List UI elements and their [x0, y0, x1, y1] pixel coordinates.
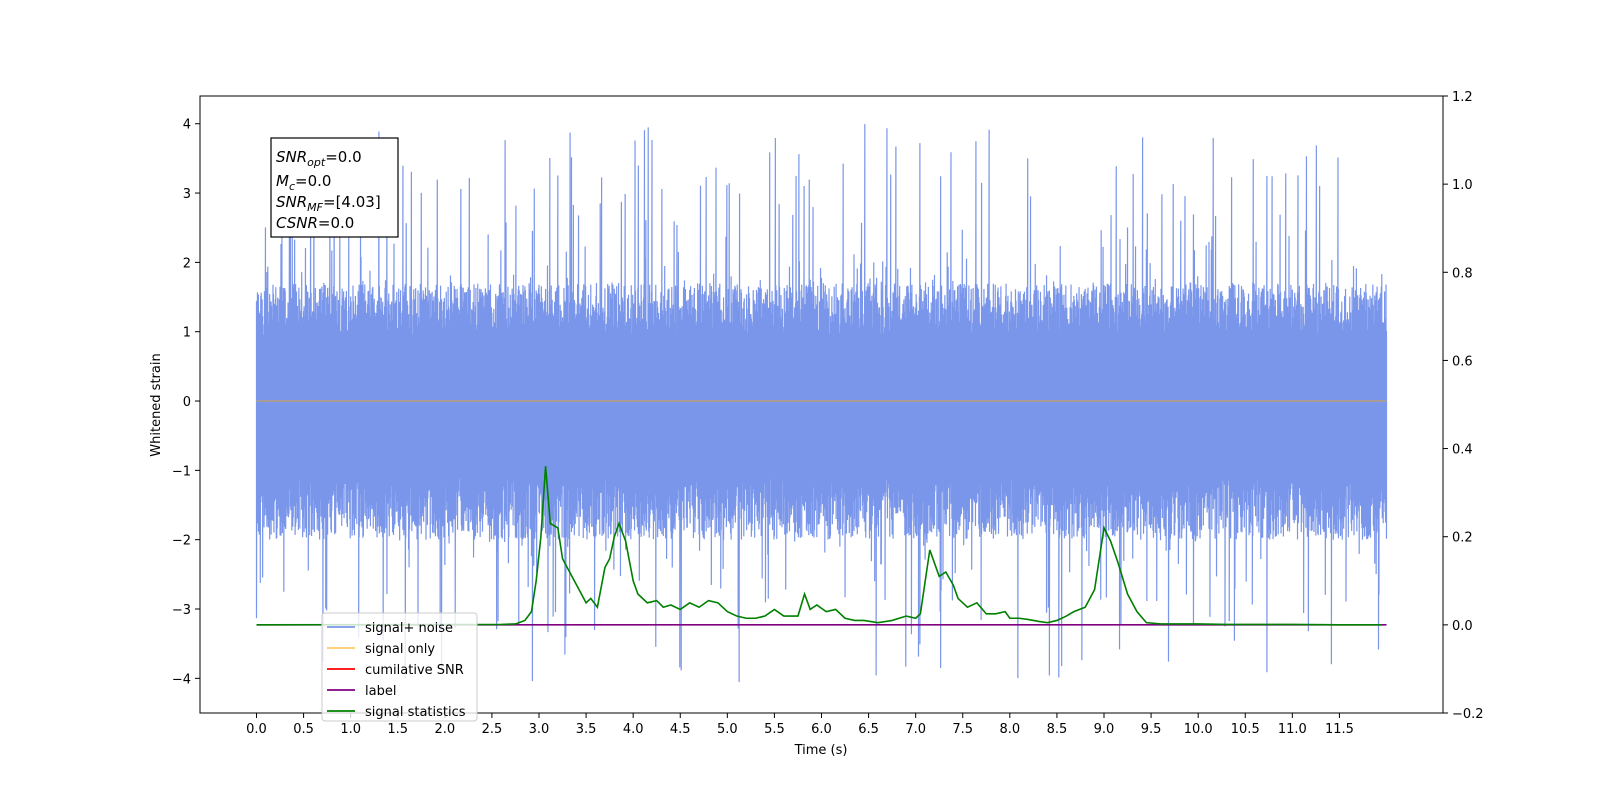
- y-axis-right: −0.2 0.0 0.2 0.4 0.6 0.8 1.0 1.2: [1443, 90, 1484, 722]
- x-tick-label: 10.0: [1184, 722, 1213, 737]
- y-tick-label: −1: [172, 464, 191, 479]
- y-axis-left: −4 −3 −2 −1 0 1 2 3 4: [172, 118, 200, 687]
- legend-frame: [321, 612, 478, 722]
- y2-tick-label: 0.0: [1452, 619, 1473, 634]
- y-tick-label: 3: [183, 187, 191, 202]
- x-tick-label: 11.5: [1325, 722, 1354, 737]
- svg-text:CSNR=0.0: CSNR=0.0: [276, 214, 354, 232]
- svg-text:Mc=0.0: Mc=0.0: [276, 172, 331, 193]
- y-tick-label: −3: [172, 603, 191, 618]
- y-tick-label: 4: [183, 118, 191, 133]
- series-line-signal-statistics: [256, 466, 1382, 626]
- x-tick-label: 11.0: [1278, 722, 1307, 737]
- y-tick-label: 2: [183, 256, 191, 271]
- legend-label: signal only: [365, 642, 435, 657]
- x-tick-label: 2.5: [482, 722, 503, 737]
- y2-tick-label: 1.0: [1452, 178, 1473, 193]
- x-tick-label: 7.0: [905, 722, 926, 737]
- legend-label: signal statistics: [365, 705, 466, 720]
- svg-text:SNRMF=[4.03]: SNRMF=[4.03]: [276, 193, 381, 214]
- x-tick-label: 6.5: [858, 722, 879, 737]
- info-box: SNRopt=0.0 Mc=0.0 SNRMF=[4.03] CSNR=0.0: [270, 137, 399, 238]
- legend-label: label: [365, 684, 396, 699]
- y-tick-label: 1: [183, 326, 191, 341]
- x-tick-label: 4.5: [670, 722, 691, 737]
- x-tick-label: 5.0: [717, 722, 738, 737]
- svg-text:SNRopt=0.0: SNRopt=0.0: [276, 148, 362, 169]
- y-tick-label: −2: [172, 534, 191, 549]
- x-tick-label: 2.0: [434, 722, 455, 737]
- signal-noise-line: [255, 124, 1388, 683]
- signal-noise-series: [255, 124, 1388, 683]
- y2-tick-label: 0.6: [1452, 354, 1473, 369]
- y2-tick-label: 1.2: [1452, 90, 1473, 105]
- x-tick-label: 3.0: [529, 722, 550, 737]
- x-tick-label: 10.5: [1231, 722, 1260, 737]
- x-tick-label: 7.5: [952, 722, 973, 737]
- y-tick-label: 0: [183, 395, 191, 410]
- x-tick-label: 9.0: [1094, 722, 1115, 737]
- x-tick-label: 8.5: [1047, 722, 1068, 737]
- y2-tick-label: 0.2: [1452, 531, 1473, 546]
- x-tick-label: 1.0: [340, 722, 361, 737]
- legend: signal+ noise signal only cumilative SNR la…: [321, 612, 478, 722]
- x-axis: 0.0 0.5 1.0 1.5 2.0 2.5 3.0 3.5 4.0 4.5 5.0 5.5 6.0 6…: [246, 713, 1354, 737]
- x-tick-label: 5.5: [764, 722, 785, 737]
- x-tick-label: 4.0: [623, 722, 644, 737]
- legend-label: signal+ noise: [365, 621, 453, 636]
- info-box-frame: [270, 137, 399, 238]
- y2-tick-label: 0.8: [1452, 266, 1473, 281]
- x-tick-label: 0.0: [246, 722, 267, 737]
- y2-tick-label: 0.4: [1452, 443, 1473, 458]
- x-axis-label: Time (s): [794, 743, 848, 758]
- legend-label: cumilative SNR: [365, 663, 464, 678]
- y-axis-label: Whitened strain: [149, 353, 164, 456]
- x-tick-label: 0.5: [293, 722, 314, 737]
- x-tick-label: 3.5: [576, 722, 597, 737]
- x-tick-label: 8.0: [999, 722, 1020, 737]
- y2-tick-label: −0.2: [1452, 707, 1484, 722]
- x-tick-label: 9.5: [1141, 722, 1162, 737]
- x-tick-label: 1.5: [387, 722, 408, 737]
- x-tick-label: 6.0: [811, 722, 832, 737]
- y-tick-label: −4: [172, 672, 191, 687]
